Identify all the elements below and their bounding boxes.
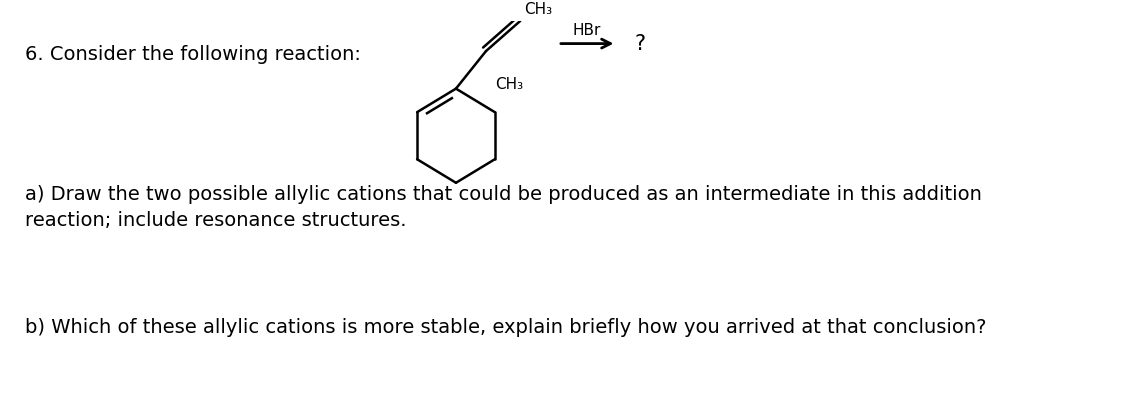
Text: 6. Consider the following reaction:: 6. Consider the following reaction: <box>25 45 361 64</box>
Text: CH₃: CH₃ <box>524 2 552 17</box>
Text: HBr: HBr <box>573 23 601 38</box>
Text: CH₃: CH₃ <box>495 78 523 93</box>
Text: b) Which of these allylic cations is more stable, explain briefly how you arrive: b) Which of these allylic cations is mor… <box>25 318 987 337</box>
Text: a) Draw the two possible allylic cations that could be produced as an intermedia: a) Draw the two possible allylic cations… <box>25 185 982 230</box>
Text: ?: ? <box>634 34 645 54</box>
